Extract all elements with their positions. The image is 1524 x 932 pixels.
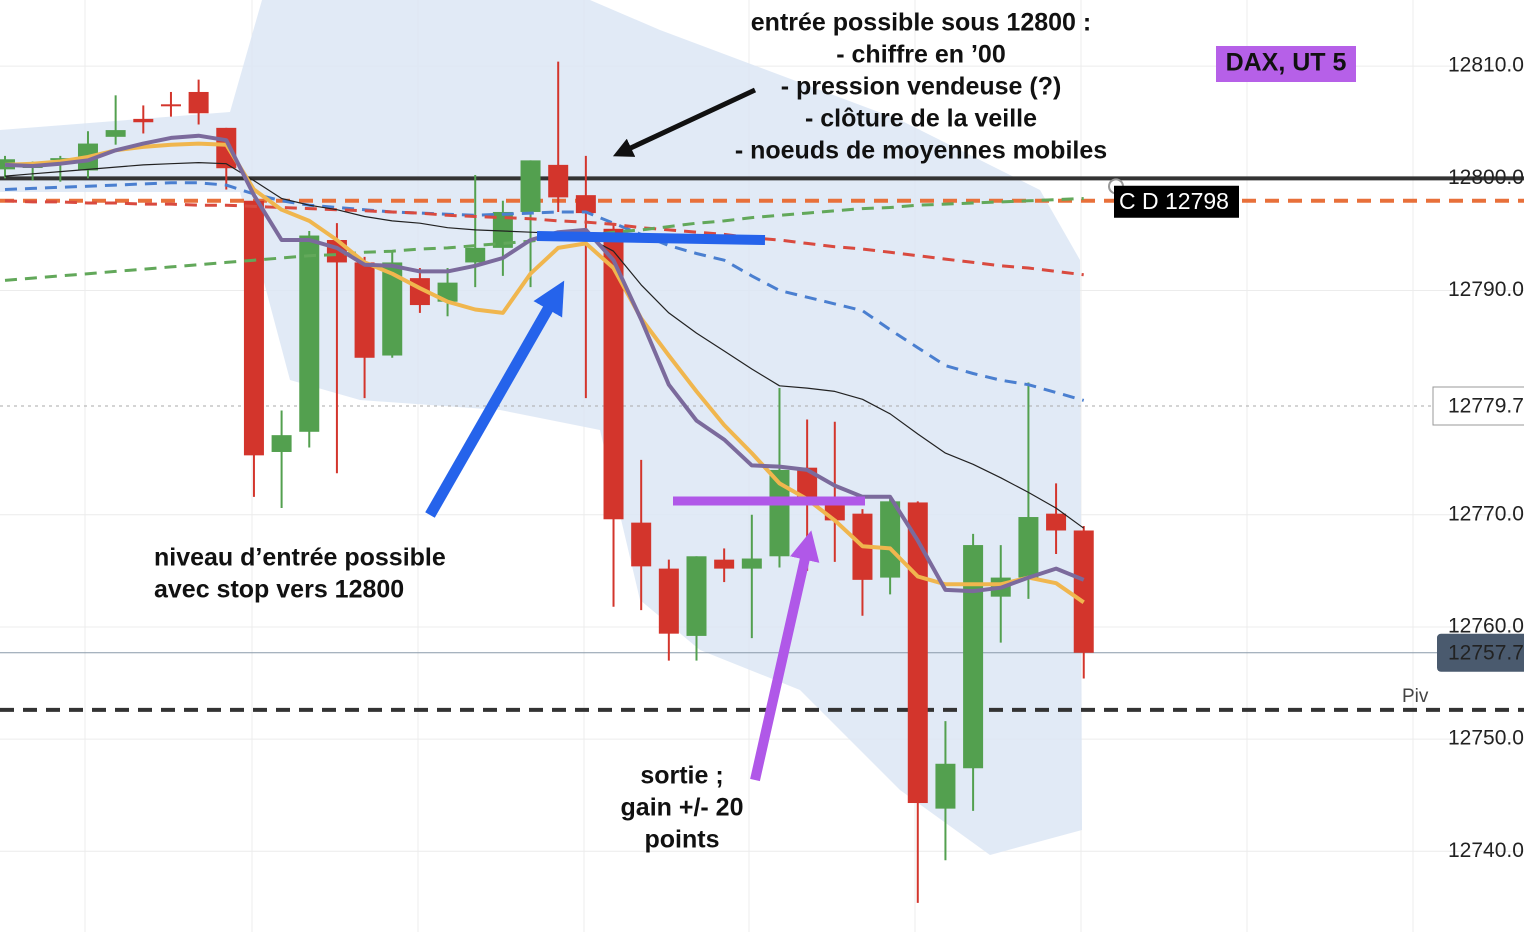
candle-body — [160, 104, 181, 107]
candle-body — [382, 262, 403, 356]
candle-body — [492, 211, 513, 248]
candle-body — [1018, 517, 1039, 578]
moving-average — [4, 181, 1085, 402]
candle-body — [631, 522, 652, 567]
candle-body — [1073, 530, 1094, 653]
price-label: 12779.7 — [1448, 395, 1524, 418]
annotation: sortie ; — [640, 762, 723, 790]
candle-body — [769, 469, 790, 557]
y-tick-label: 12740.0 — [1448, 839, 1524, 862]
annotation: niveau d’entrée possible — [154, 544, 446, 572]
moving-average — [4, 141, 1085, 604]
y-tick-label: 12790.0 — [1448, 278, 1524, 301]
candle-body — [548, 164, 569, 198]
level-label: C D 12798 — [1119, 188, 1229, 214]
candle-body — [299, 235, 320, 432]
arrow — [425, 280, 565, 518]
annotation: - chiffre en ’00 — [836, 41, 1006, 69]
candle-body — [520, 160, 541, 212]
candle-body — [575, 195, 596, 214]
arrow — [750, 530, 820, 782]
y-tick-label: 12760.0 — [1448, 614, 1524, 637]
price-label-bg — [1437, 633, 1524, 672]
price-label-bg — [1432, 386, 1524, 426]
candle-body — [1046, 513, 1067, 531]
annotation: - noeuds de moyennes mobiles — [735, 137, 1107, 165]
candle-body — [133, 118, 154, 123]
annotation-arrows — [425, 87, 865, 782]
candle-body — [465, 247, 486, 263]
candle-body — [658, 568, 679, 634]
candle-body — [935, 763, 956, 809]
candle-body — [603, 228, 624, 520]
candle-body — [963, 545, 984, 769]
candle-body — [50, 158, 71, 161]
candle-body — [714, 559, 735, 569]
price-label: 12757.7 — [1448, 641, 1524, 664]
annotation: points — [645, 826, 720, 854]
annotation: avec stop vers 12800 — [154, 576, 404, 604]
moving-average — [4, 199, 1084, 277]
candle-body — [907, 502, 928, 804]
y-tick-label: 12810.0 — [1448, 54, 1524, 77]
candle-body — [243, 200, 264, 456]
level-label: Piv — [1402, 686, 1429, 707]
candle-body — [880, 501, 901, 578]
annotation: entrée possible sous 12800 : — [751, 9, 1091, 37]
candle-body — [271, 435, 292, 452]
candle-body — [188, 91, 209, 114]
badge-bg — [1216, 46, 1356, 82]
annotation: - pression vendeuse (?) — [781, 73, 1062, 101]
candle-body — [686, 556, 707, 636]
badge: DAX, UT 5 — [1226, 49, 1347, 77]
candle-body — [741, 558, 762, 569]
annotation: gain +/- 20 — [621, 794, 744, 822]
y-tick-label: 12800.0 — [1448, 166, 1524, 189]
candle-body — [105, 130, 126, 137]
candle-body — [354, 262, 375, 358]
level-label-bg — [1114, 185, 1239, 218]
arrow — [612, 87, 757, 157]
entry-level-line — [536, 231, 766, 245]
y-tick-label: 12750.0 — [1448, 727, 1524, 750]
y-tick-label: 12770.0 — [1448, 502, 1524, 525]
annotation: - clôture de la veille — [805, 105, 1037, 133]
candle-body — [437, 282, 458, 302]
